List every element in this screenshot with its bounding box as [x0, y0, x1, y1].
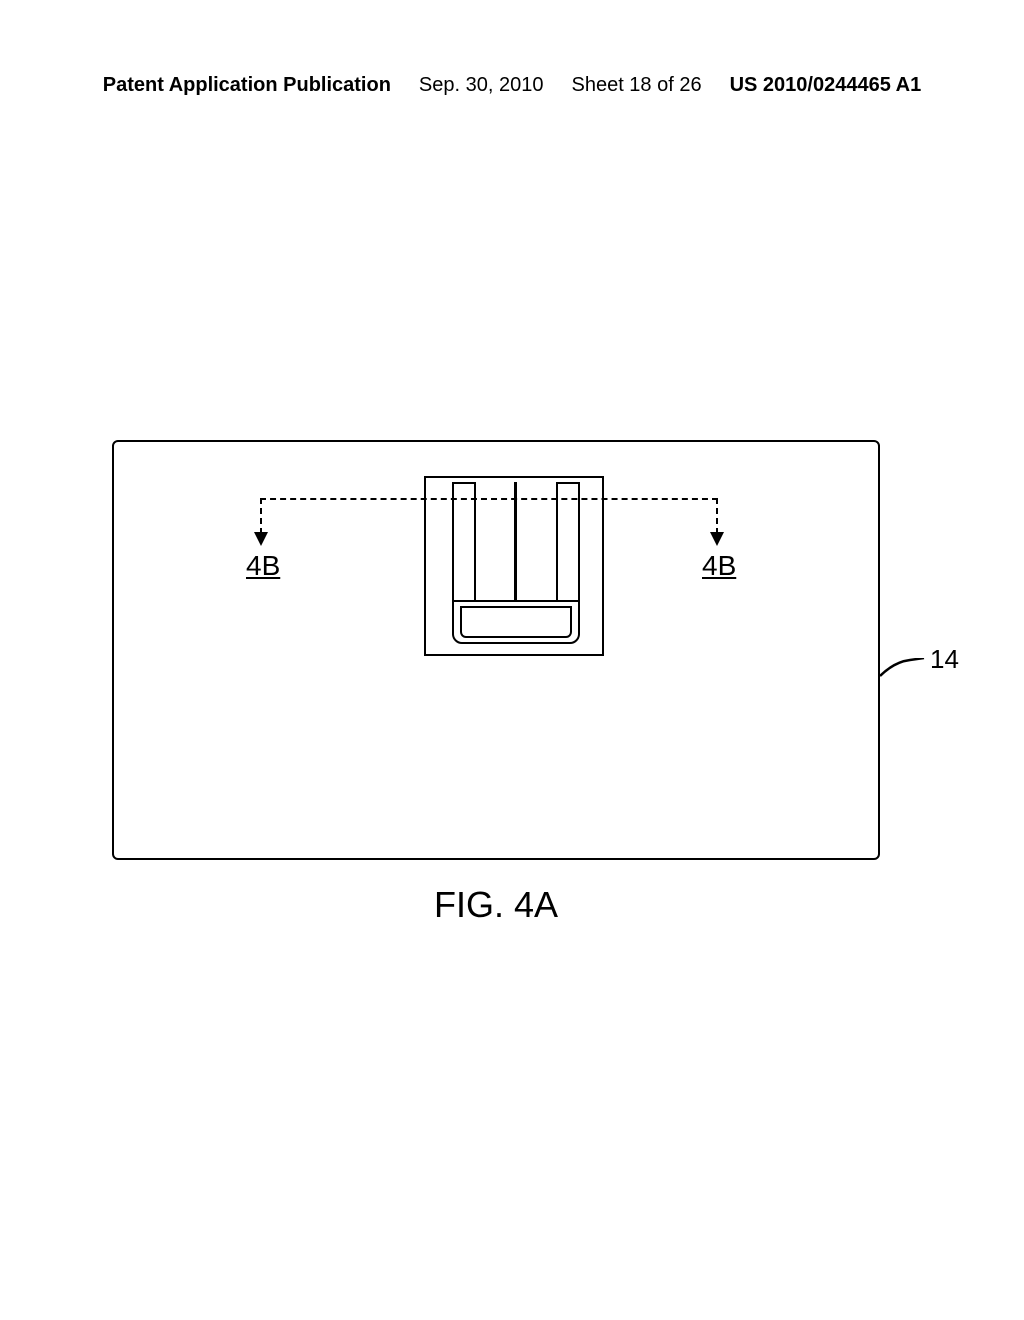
- base-block: [452, 600, 580, 644]
- arrowhead-down-icon: [710, 532, 724, 546]
- base-inner: [460, 606, 572, 638]
- arrowhead-down-icon: [254, 532, 268, 546]
- section-cutline: [260, 498, 718, 500]
- reference-leader: [880, 658, 926, 688]
- section-label-right: 4B: [702, 550, 736, 582]
- section-arrow-right-stem: [716, 498, 718, 534]
- section-label-left: 4B: [246, 550, 280, 582]
- publication-label: Patent Application Publication: [103, 74, 391, 97]
- center-divider: [514, 482, 517, 602]
- right-post: [556, 482, 580, 602]
- reference-number: 14: [930, 644, 959, 675]
- inner-frame: [424, 476, 604, 656]
- sheet-number: Sheet 18 of 26: [571, 74, 701, 97]
- publication-date: Sep. 30, 2010: [419, 74, 544, 97]
- left-post: [452, 482, 476, 602]
- document-number: US 2010/0244465 A1: [730, 74, 922, 97]
- assembly: [452, 482, 580, 650]
- figure-caption: FIG. 4A: [112, 884, 880, 926]
- section-arrow-left-stem: [260, 498, 262, 534]
- page-header: Patent Application Publication Sep. 30, …: [0, 74, 1024, 97]
- figure-4a: 4B 4B 14 FIG. 4A: [112, 440, 880, 920]
